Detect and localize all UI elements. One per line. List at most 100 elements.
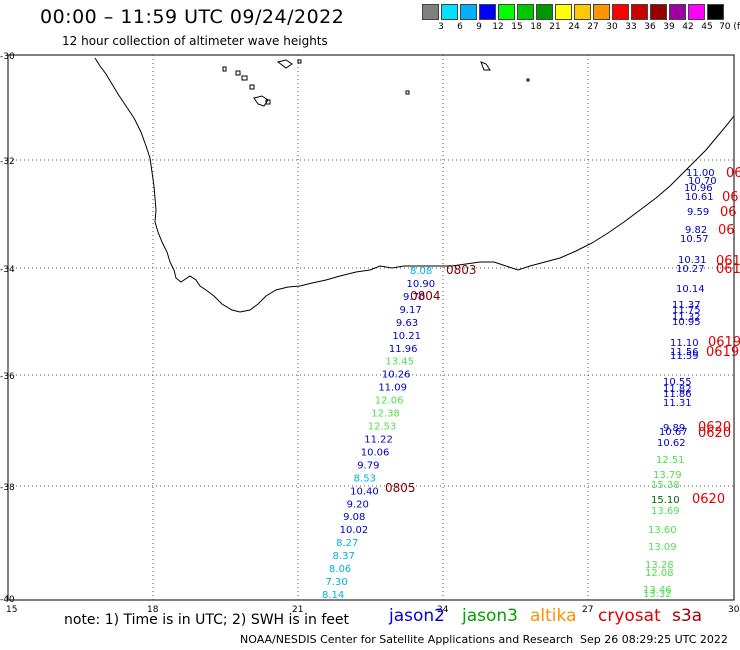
east-track-time: 0619 (708, 335, 740, 350)
east-track-time: 0620 (698, 426, 731, 441)
scale-swatch (650, 4, 667, 20)
east-track-value: 11.37 (672, 300, 701, 311)
scale-label: 70 (ft) (719, 22, 740, 32)
west-track-time: 0803 (446, 263, 477, 277)
east-track-value: 10.96 (684, 183, 713, 194)
scale-swatch (669, 4, 686, 20)
lon-tick-label: 15 (6, 605, 17, 615)
west-track-value: 12.53 (368, 422, 397, 433)
east-track-value: 11.75 (672, 305, 701, 316)
east-track-value: 10.62 (657, 438, 686, 449)
west-track-value: 9.08 (343, 512, 365, 523)
east-track-value: 9.89 (663, 423, 685, 434)
west-track-value: 7.30 (326, 577, 348, 588)
satellite-legend-item: jason2 (389, 606, 445, 626)
scale-swatch (441, 4, 458, 20)
scale-swatch (498, 4, 515, 20)
lat-tick-label: -38 (0, 483, 15, 493)
scale-swatch (422, 4, 439, 20)
satellite-legend-item: altika (530, 606, 577, 626)
west-track-value: 12.06 (375, 396, 404, 407)
lat-tick-label: -32 (0, 157, 15, 167)
east-track-value: 11.31 (663, 398, 692, 409)
east-track-value: 10.95 (672, 317, 701, 328)
lon-tick-label: 27 (582, 605, 593, 615)
scale-swatch (536, 4, 553, 20)
scale-swatch (574, 4, 591, 20)
scale-label: 42 (682, 22, 694, 32)
scale-label: 15 (511, 22, 523, 32)
west-track-value: 9.17 (399, 305, 421, 316)
scale-swatch (555, 4, 572, 20)
west-track-value: 10.26 (382, 370, 411, 381)
scale-label: 36 (644, 22, 656, 32)
west-track-value: 10.02 (340, 525, 369, 536)
scale-swatch (612, 4, 629, 20)
east-track-value: 13.46 (643, 585, 672, 596)
east-track-value: 9.82 (685, 225, 707, 236)
west-track-value: 8.06 (329, 564, 351, 575)
scale-swatch (688, 4, 705, 20)
west-track-value: 9.63 (396, 318, 418, 329)
east-track-value: 12.08 (645, 568, 674, 579)
lon-tick-label: 21 (292, 605, 303, 615)
west-track-value: 12.38 (371, 409, 400, 420)
east-track-value: 15.38 (651, 480, 680, 491)
scale-label: 30 (606, 22, 618, 32)
west-track-value: 8.14 (322, 590, 344, 601)
credit-line: NOAA/NESDIS Center for Satellite Applica… (240, 633, 574, 646)
scale-label: 21 (549, 22, 561, 32)
east-track-time: 0619 (706, 345, 739, 360)
west-track-time: 0805 (385, 481, 416, 495)
east-track-time: 06 (720, 205, 737, 220)
east-track-value: 13.69 (651, 506, 680, 517)
west-track-value: 8.08 (410, 266, 432, 277)
east-track-value: 10.14 (676, 284, 705, 295)
west-track-value: 8.37 (333, 551, 355, 562)
east-track-value: 10.57 (680, 234, 709, 245)
graticule: 15 18 21 24 27 30 -30 -32 -34 -36 -38 -40 (0, 52, 740, 615)
east-track-time: 06 (722, 190, 739, 205)
scale-label: 9 (476, 22, 482, 32)
scale-swatch (517, 4, 534, 20)
east-track-value: 10.27 (676, 264, 705, 275)
islands (222, 59, 530, 107)
lat-tick-label: -36 (0, 372, 15, 382)
east-track-value: 11.82 (663, 384, 692, 395)
west-track-value: 9.79 (357, 460, 379, 471)
scale-swatch (631, 4, 648, 20)
lon-tick-label: 30 (728, 605, 740, 615)
east-track-value: 12.51 (656, 455, 685, 466)
west-track-time: 0804 (410, 289, 441, 303)
east-track-value: 10.31 (678, 255, 707, 266)
west-track-value: 10.06 (361, 447, 390, 458)
east-track-value: 10.55 (663, 377, 692, 388)
satellite-legend-item: cryosat (598, 606, 661, 626)
satellite-legend-item: jason3 (462, 606, 518, 626)
east-track-value: 11.56 (670, 347, 699, 358)
west-track-value: 10.40 (350, 486, 379, 497)
west-track-value: 8.27 (336, 538, 358, 549)
east-track-value: 11.32 (672, 312, 701, 323)
scale-label: 45 (701, 22, 713, 32)
scale-label: 39 (663, 22, 675, 32)
lat-tick-label: -34 (0, 265, 15, 275)
east-track-labels: 11.0010.7010.9610.619.599.8210.5710.3110… (643, 166, 740, 600)
west-track-value: 11.96 (389, 344, 418, 355)
west-track-labels: 8.08 10.90 9.70 9.17 9.63 10.21 11.96 13.45 10.2… (322, 263, 477, 601)
east-track-value: 13.79 (653, 470, 682, 481)
scale-swatch (707, 4, 724, 20)
scale-label: 27 (587, 22, 599, 32)
scale-swatch (593, 4, 610, 20)
east-track-time: 06 (726, 166, 740, 181)
west-track-value: 9.70 (403, 292, 425, 303)
map-title: 00:00 – 11:59 UTC 09/24/2022 (40, 6, 345, 28)
west-track-value: 10.90 (406, 279, 435, 290)
scale-swatch (479, 4, 496, 20)
east-track-time: 061 (716, 262, 740, 277)
lat-tick-label: -30 (0, 52, 15, 62)
east-track-value: 13.32 (643, 589, 672, 600)
east-track-time: 06 (718, 223, 735, 238)
east-track-time: 0620 (698, 420, 731, 435)
